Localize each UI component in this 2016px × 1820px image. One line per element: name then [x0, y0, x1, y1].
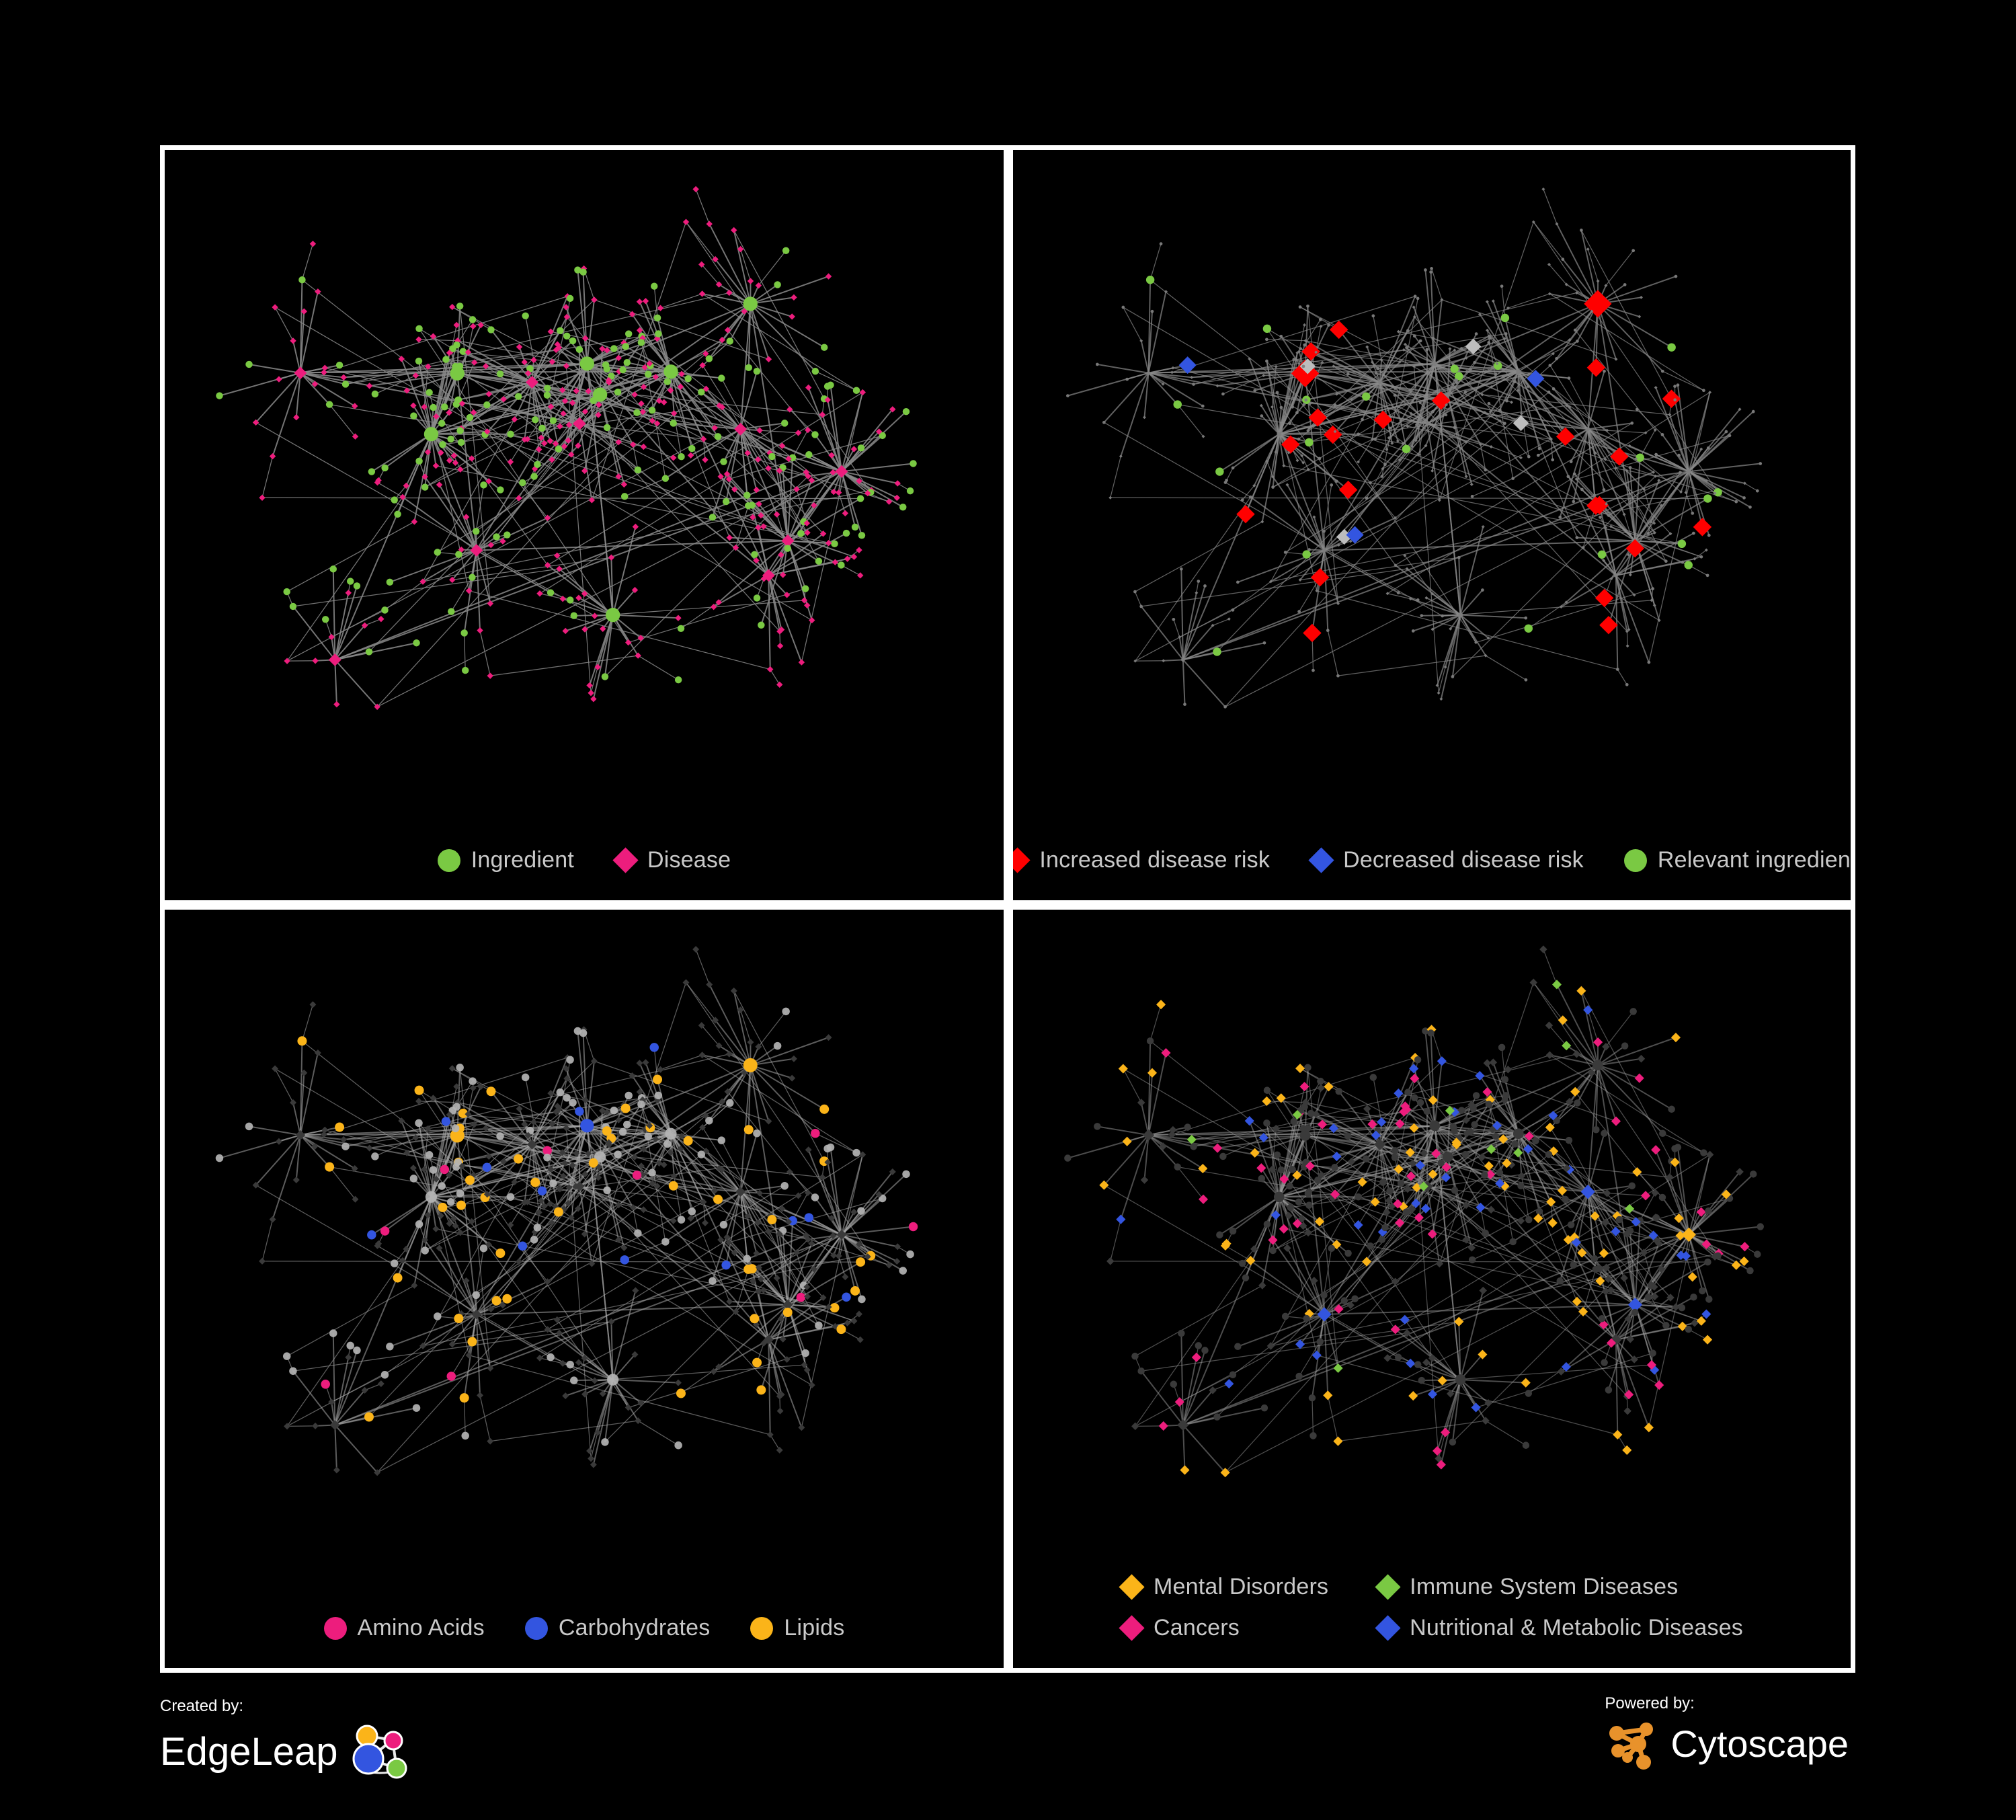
legend-label: Relevant ingredient	[1657, 847, 1851, 873]
cytoscape-logo-icon	[1609, 1723, 1654, 1770]
legend-label: Amino Acids	[357, 1615, 485, 1640]
created-by-label: Created by:	[160, 1697, 244, 1715]
disease-marker-icon	[612, 847, 639, 873]
legend-item[interactable]: Ingredient	[437, 847, 574, 873]
legend-item[interactable]: Mental Disorders	[1119, 1574, 1329, 1600]
footer: Created by: EdgeLeap Powered by:	[160, 1681, 1855, 1809]
cytoscape-wordmark: Cytoscape	[1670, 1723, 1849, 1765]
legend-item[interactable]: Relevant ingredient	[1623, 847, 1851, 873]
panel-disease-category[interactable]: Mental Disorders Immune System Diseases …	[1013, 910, 1851, 1668]
increased-risk-marker-icon	[1013, 847, 1031, 873]
edgeleap-branding[interactable]: Created by: EdgeLeap	[160, 1697, 417, 1784]
cancers-marker-icon	[1119, 1615, 1145, 1641]
legend-label: Decreased disease risk	[1343, 847, 1584, 873]
edgeleap-logo-icon	[352, 1725, 407, 1779]
decreased-risk-marker-icon	[1308, 847, 1334, 873]
legend-item[interactable]: Carbohydrates	[524, 1615, 711, 1641]
legend-item[interactable]: Lipids	[750, 1615, 844, 1641]
legend-item[interactable]: Cancers	[1119, 1615, 1240, 1641]
panel-grid: Ingredient Disease Increased disease ris…	[160, 145, 1855, 1673]
legend-label: Lipids	[784, 1615, 845, 1640]
network-canvas-1[interactable]	[165, 150, 1004, 900]
legend-label: Nutritional & Metabolic Diseases	[1410, 1615, 1744, 1640]
legend-item[interactable]: Disease	[612, 847, 731, 873]
legend-label: Ingredient	[471, 847, 574, 873]
powered-by-label: Powered by:	[1605, 1694, 1695, 1712]
legend-label: Disease	[647, 847, 731, 873]
mental-disorders-marker-icon	[1119, 1574, 1145, 1600]
legend-label: Carbohydrates	[558, 1615, 711, 1640]
legend-item[interactable]: Increased disease risk	[1013, 847, 1270, 873]
legend-item[interactable]: Amino Acids	[323, 1615, 485, 1641]
legend-panel-1: Ingredient Disease	[165, 847, 1004, 873]
legend-item[interactable]: Decreased disease risk	[1308, 847, 1584, 873]
nutritional-metabolic-marker-icon	[1375, 1615, 1401, 1641]
relevant-ingredient-marker-icon	[1623, 848, 1647, 872]
legend-panel-4: Mental Disorders Immune System Diseases …	[1013, 1574, 1851, 1641]
ingredient-marker-icon	[437, 848, 460, 872]
legend-label: Mental Disorders	[1153, 1574, 1329, 1599]
panel-ingredient-class[interactable]: Amino Acids Carbohydrates Lipids	[165, 910, 1004, 1668]
legend-panel-2: Increased disease risk Decreased disease…	[1013, 847, 1851, 873]
network-canvas-2[interactable]	[1013, 150, 1851, 900]
immune-system-marker-icon	[1375, 1574, 1401, 1600]
legend-label: Increased disease risk	[1039, 847, 1271, 873]
network-canvas-3[interactable]	[165, 910, 1004, 1668]
network-canvas-4[interactable]	[1013, 910, 1851, 1668]
legend-label: Cancers	[1153, 1615, 1240, 1640]
amino-acids-marker-icon	[323, 1616, 347, 1640]
legend-item[interactable]: Nutritional & Metabolic Diseases	[1375, 1615, 1744, 1641]
legend-panel-3: Amino Acids Carbohydrates Lipids	[165, 1615, 1004, 1641]
panel-disease-risk[interactable]: Increased disease risk Decreased disease…	[1013, 150, 1851, 900]
cytoscape-branding[interactable]: Powered by:	[1605, 1694, 1849, 1771]
panel-ingredient-disease[interactable]: Ingredient Disease	[165, 150, 1004, 900]
carbohydrates-marker-icon	[524, 1616, 548, 1640]
lipids-marker-icon	[750, 1616, 774, 1640]
legend-label: Immune System Diseases	[1410, 1574, 1679, 1599]
legend-item[interactable]: Immune System Diseases	[1375, 1574, 1679, 1600]
edgeleap-wordmark: EdgeLeap	[160, 1730, 338, 1774]
